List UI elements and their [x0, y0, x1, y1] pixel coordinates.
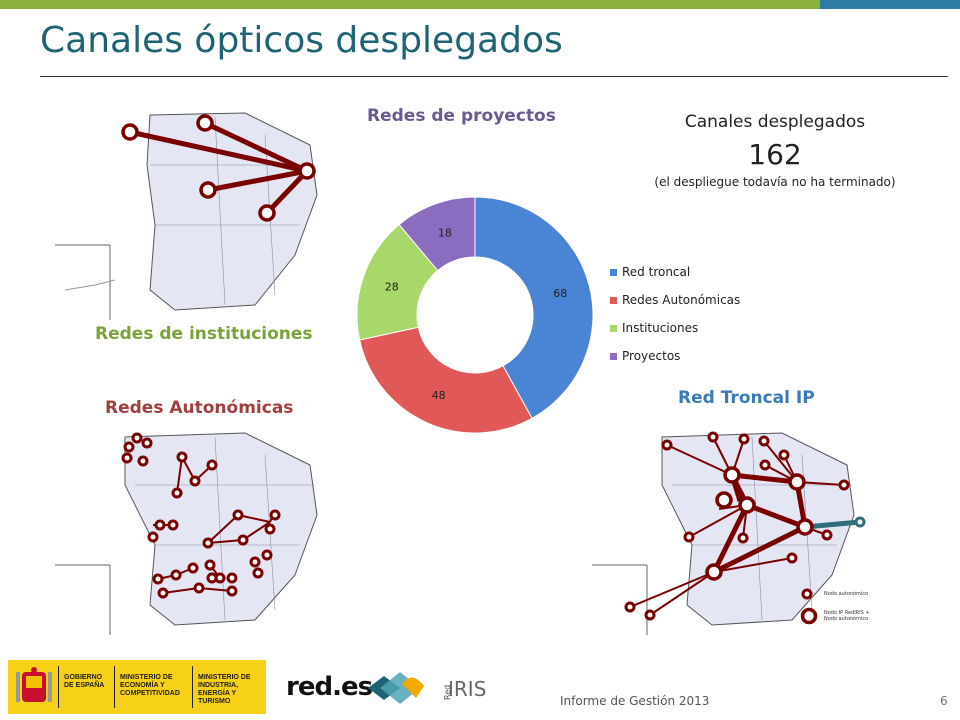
reds-logo: red.es [286, 672, 373, 702]
legend-item-red-troncal: Red troncal [610, 258, 740, 286]
logo-separator [114, 666, 115, 708]
logo-separator [192, 666, 193, 708]
map-autonomicas [55, 432, 318, 635]
canales-heading: Canales desplegados [684, 112, 866, 132]
donut-data-label-1: 48 [432, 389, 446, 402]
legend-swatch [610, 324, 617, 332]
legend-label: Instituciones [622, 321, 699, 335]
label-troncal: Red Troncal IP [678, 388, 815, 408]
donut-data-label-0: 68 [553, 287, 567, 300]
ministerio-industria-text: MINISTERIO DE INDUSTRIA, ENERGÍA Y TURIS… [198, 674, 251, 705]
top-accent-bar [0, 0, 960, 9]
doughnut-chart: 68 48 28 18 [356, 196, 594, 434]
legend-swatch [610, 352, 617, 360]
chart-legend: Red troncal Redes Autonómicas Institucio… [610, 258, 740, 370]
donut-slice-1 [359, 326, 533, 434]
label-proyectos: Redes de proyectos [367, 106, 556, 126]
legend-swatch [610, 268, 617, 276]
rediris-logo: Red IRIS [368, 672, 486, 704]
ministerio-economia-text: MINISTERIO DE ECONOMÍA Y COMPETITIVIDAD [120, 674, 180, 697]
canales-note: (el despliegue todavía no ha terminado) [654, 175, 896, 189]
donut-data-label-2: 28 [385, 281, 399, 294]
map-instituciones [55, 112, 318, 320]
page-number: 6 [940, 694, 948, 708]
page-title: Canales ópticos desplegados [40, 20, 563, 61]
coat-of-arms-icon [16, 667, 52, 702]
large-node-icon [800, 607, 818, 625]
donut-data-label-3: 18 [438, 226, 452, 239]
top-accent-bar-right [820, 0, 960, 9]
canales-count: 162 [748, 138, 802, 171]
footer-report-title: Informe de Gestión 2013 [560, 694, 710, 708]
node-legend: Nodo autonómico Nodo IP RedIRIS + Nodo a… [800, 587, 884, 631]
label-autonomicas: Redes Autonómicas [105, 398, 294, 418]
legend-label: Proyectos [622, 349, 681, 363]
title-divider [40, 76, 948, 77]
node-legend-large-label: Nodo IP RedIRIS + Nodo autonómico [824, 610, 870, 622]
legend-label: Redes Autonómicas [622, 293, 741, 307]
small-node-icon [801, 588, 813, 600]
legend-label: Red troncal [622, 265, 691, 279]
node-legend-small-label: Nodo autonómico [824, 591, 869, 597]
legend-item-redes-autonomicas: Redes Autonómicas [610, 286, 740, 314]
map-troncal [592, 431, 866, 635]
gobierno-text: GOBIERNO DE ESPAÑA [64, 674, 105, 689]
logo-separator [58, 666, 59, 708]
canales-summary: Canales desplegados 162 (el despliegue t… [610, 112, 940, 189]
legend-item-proyectos: Proyectos [610, 342, 740, 370]
donut-slice-3 [398, 196, 476, 272]
legend-swatch [610, 296, 617, 304]
rediris-big-text: IRIS [448, 677, 486, 701]
donut-slice-0 [474, 196, 594, 419]
label-instituciones: Redes de instituciones [95, 324, 313, 344]
rediris-small-text: Red [443, 685, 452, 700]
gobierno-logo: GOBIERNO DE ESPAÑA MINISTERIO DE ECONOMÍ… [8, 660, 266, 714]
donut-slice-2 [356, 223, 439, 341]
legend-item-instituciones: Instituciones [610, 314, 740, 342]
